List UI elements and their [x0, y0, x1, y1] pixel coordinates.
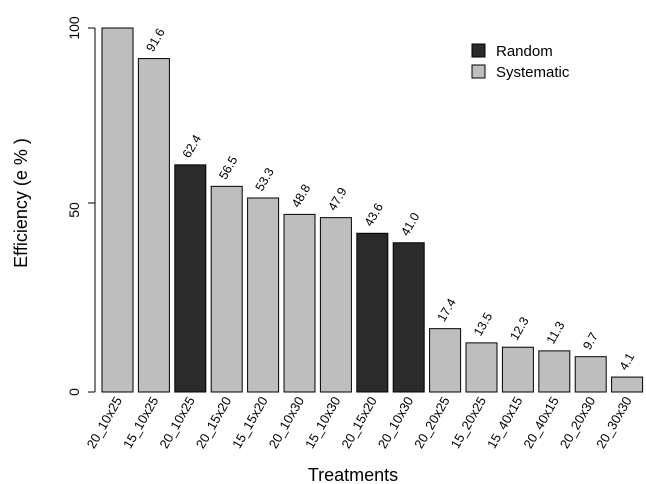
bar [247, 197, 280, 393]
bar [137, 58, 170, 393]
category-label: 20_10x30 [375, 394, 417, 451]
category-label: 15_40x15 [484, 394, 526, 451]
category-label: 20_20x30 [557, 394, 599, 451]
bar [174, 164, 207, 393]
category-label: 20_10x30 [266, 394, 308, 451]
category-label: 15_10x25 [120, 394, 162, 451]
bar [210, 185, 243, 393]
bar [574, 356, 607, 393]
bar [465, 342, 498, 393]
y-tick-labels: 0 50 100 [66, 16, 82, 396]
bar [319, 217, 352, 393]
bar [429, 328, 462, 393]
legend: Random Systematic [471, 43, 570, 81]
bar [356, 232, 389, 393]
value-label: 48.8 [289, 182, 313, 210]
y-tick-label: 0 [66, 388, 82, 396]
y-tick-label: 100 [66, 16, 82, 40]
category-label: 15_20x25 [448, 394, 490, 451]
category-label: 20_40x15 [520, 394, 562, 451]
bar [101, 27, 134, 393]
category-label: 20_30x30 [593, 394, 635, 451]
category-label: 20_15x20 [193, 394, 235, 451]
y-tick-label: 50 [66, 202, 82, 218]
axes [88, 27, 96, 393]
bar [501, 346, 534, 393]
value-label: 4.1 [617, 350, 638, 372]
category-labels: 20_10x2515_10x2520_10x2520_15x2015_15x20… [84, 394, 635, 451]
bar [611, 376, 644, 393]
value-label: 17.4 [435, 296, 459, 324]
value-label: 43.6 [362, 201, 386, 229]
bar [283, 213, 316, 393]
category-label: 20_10x25 [84, 394, 126, 451]
category-label: 15_10x30 [302, 394, 344, 451]
category-label: 20_10x25 [156, 394, 198, 451]
value-label: 91.6 [143, 26, 167, 54]
x-axis-title: Treatments [308, 465, 398, 484]
legend-swatch [471, 43, 486, 58]
y-axis-title: Efficiency (e % ) [11, 138, 31, 268]
legend-label: Random [496, 43, 553, 60]
value-label: 13.5 [471, 310, 495, 338]
value-label: 11.3 [544, 319, 568, 346]
bar [392, 242, 425, 393]
value-label: 62.4 [180, 132, 204, 160]
value-label: 12.3 [507, 315, 531, 343]
legend-label: Systematic [496, 64, 570, 81]
category-label: 20_20x25 [411, 394, 453, 451]
category-label: 20_15x20 [338, 394, 380, 451]
bar [538, 350, 571, 393]
value-label: 47.9 [325, 185, 349, 213]
bars [101, 27, 644, 393]
value-label: 9.7 [580, 330, 601, 352]
legend-swatch [471, 64, 486, 79]
value-label: 41.0 [398, 210, 422, 238]
value-label: 53.3 [253, 165, 277, 193]
value-label: 56.5 [216, 154, 240, 182]
category-label: 15_15x20 [229, 394, 271, 451]
